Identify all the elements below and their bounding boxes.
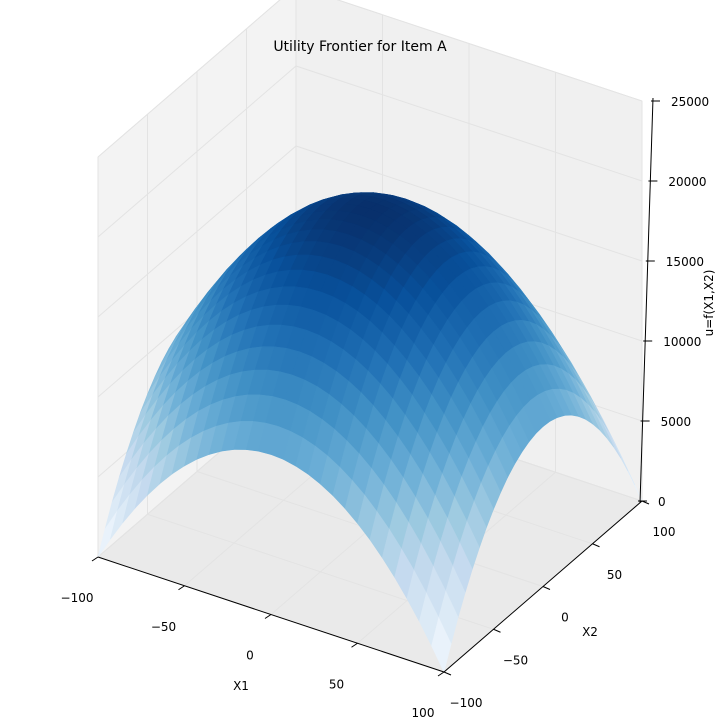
z-axis-line (639, 97, 654, 504)
x-tick-label: −50 (151, 620, 176, 634)
y-tick (443, 671, 452, 676)
z-axis-label: u=f(X1,X2) (702, 270, 716, 337)
y-tick-label: −50 (503, 653, 528, 667)
z-gridline (97, 65, 643, 238)
x-tick-label: 50 (329, 677, 344, 691)
x-tick (178, 585, 185, 591)
y-tick-label: −100 (450, 696, 483, 710)
z-tick-label: 0 (658, 495, 666, 509)
z-gridline (97, 145, 643, 318)
x-tick-label: −100 (61, 591, 94, 605)
x-tick-label: 100 (412, 706, 435, 720)
x-axis-label: X1 (233, 679, 249, 693)
y-tick-label: 0 (561, 611, 569, 625)
y-axis-label: X2 (582, 625, 598, 639)
x-tick-label: 0 (246, 649, 254, 663)
surface-plot (97, 192, 643, 673)
z-tick-label: 20000 (668, 175, 706, 189)
y-tick (542, 586, 551, 590)
surface-patch (431, 616, 452, 673)
z-tick-label: 5000 (661, 415, 692, 429)
chart-title: Utility Frontier for Item A (273, 39, 447, 55)
z-tick-label: 25000 (671, 95, 709, 109)
y-tick-label: 100 (653, 525, 676, 539)
y-tick-label: 50 (607, 568, 622, 582)
z-gridline (97, 0, 643, 158)
z-tick-label: 15000 (666, 255, 704, 269)
x-tick (264, 614, 272, 619)
y-tick (493, 628, 501, 633)
x-tick (91, 556, 99, 562)
y-tick (592, 543, 600, 548)
tick-marks (91, 100, 660, 677)
x-tick (351, 642, 358, 648)
z-tick-label: 10000 (663, 335, 701, 349)
x-tick (437, 671, 445, 677)
tick-labels: −100 −50 0 50 100 −100 −50 0 50 100 0 5000 10000 1500… (61, 95, 710, 720)
